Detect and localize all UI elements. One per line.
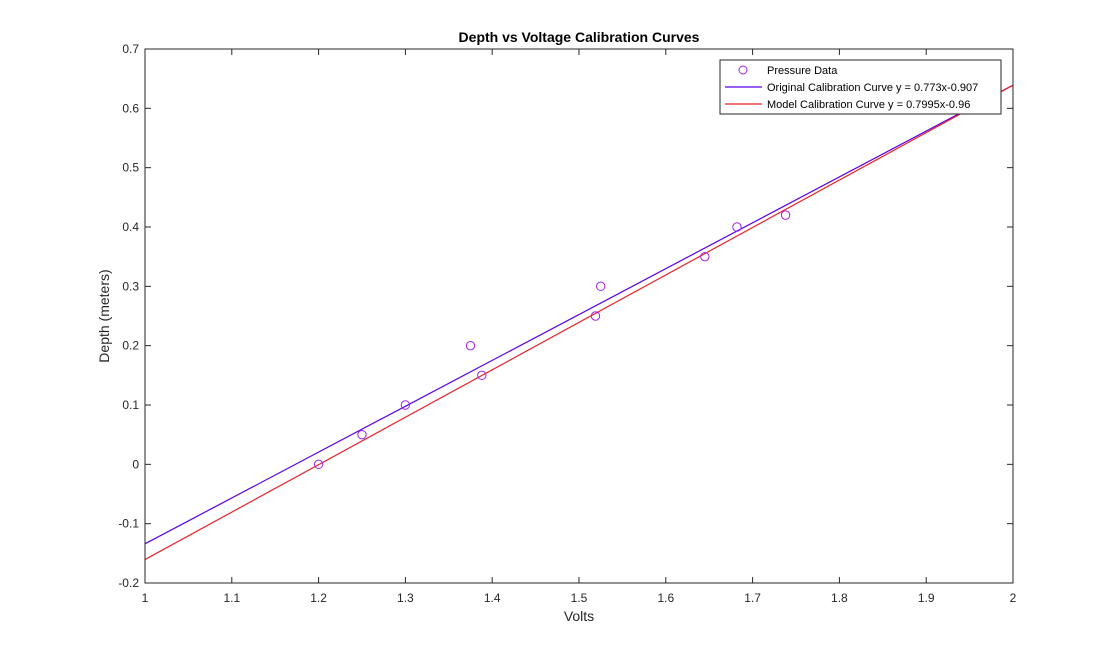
x-tick-label: 1.5 xyxy=(571,591,588,605)
data-point xyxy=(313,459,324,470)
x-tick-label: 1.9 xyxy=(918,591,935,605)
data-point xyxy=(596,281,606,292)
x-tick-label: 1.2 xyxy=(310,591,327,605)
legend-entry-original-curve: Original Calibration Curve y = 0.773x-0.… xyxy=(767,82,978,94)
data-point xyxy=(357,429,367,440)
axes-box xyxy=(144,48,1014,584)
y-axis: -0.2 -0.1 0 0.1 0.2 0.3 0.4 0.5 0.6 0.7 xyxy=(118,42,1013,590)
x-tick-label: 1.8 xyxy=(831,591,848,605)
x-tick-label: 1.1 xyxy=(223,591,240,605)
plot-points xyxy=(313,210,791,470)
data-point xyxy=(400,400,411,410)
data-point xyxy=(700,251,710,262)
y-tick-label: 0.2 xyxy=(122,339,139,353)
y-axis-label: Depth (meters) xyxy=(96,269,112,362)
y-tick-label: 0.6 xyxy=(122,101,139,115)
chart-title: Depth vs Voltage Calibration Curves xyxy=(459,29,700,45)
data-point xyxy=(590,311,601,321)
x-tick-label: 1.7 xyxy=(744,591,761,605)
y-tick-label: 0.7 xyxy=(122,42,139,56)
plot-lines xyxy=(144,84,1014,561)
data-point xyxy=(732,222,742,232)
x-tick-label: 1.4 xyxy=(484,591,501,605)
x-tick-label: 2 xyxy=(1010,591,1017,605)
legend-entry-model-curve: Model Calibration Curve y = 0.7995x-0.96 xyxy=(767,99,970,111)
y-tick-label: 0.5 xyxy=(122,161,139,175)
y-tick-label: -0.1 xyxy=(118,517,139,531)
y-tick-label: 0.3 xyxy=(122,279,139,293)
y-tick-label: 0 xyxy=(132,457,139,471)
legend-marker-pressure-data xyxy=(738,65,748,75)
legend: Pressure Data Original Calibration Curve… xyxy=(719,59,1002,115)
calibration-line-1 xyxy=(144,84,1014,545)
x-tick-label: 1 xyxy=(142,591,149,605)
data-point xyxy=(477,370,487,381)
x-tick-label: 1.3 xyxy=(397,591,414,605)
legend-box xyxy=(719,59,1002,115)
x-tick-label: 1.6 xyxy=(657,591,674,605)
y-tick-label: 0.1 xyxy=(122,398,139,412)
data-point xyxy=(465,340,476,351)
x-axis-label: Volts xyxy=(564,608,594,624)
data-point xyxy=(780,210,791,220)
y-tick-label: 0.4 xyxy=(122,220,139,234)
x-axis: 1 1.1 1.2 1.3 1.4 1.5 1.6 1.7 1.8 1.9 2 xyxy=(142,49,1017,605)
legend-entry-pressure-data: Pressure Data xyxy=(767,65,838,77)
y-tick-label: -0.2 xyxy=(118,576,139,590)
calibration-line-2 xyxy=(144,84,1014,561)
